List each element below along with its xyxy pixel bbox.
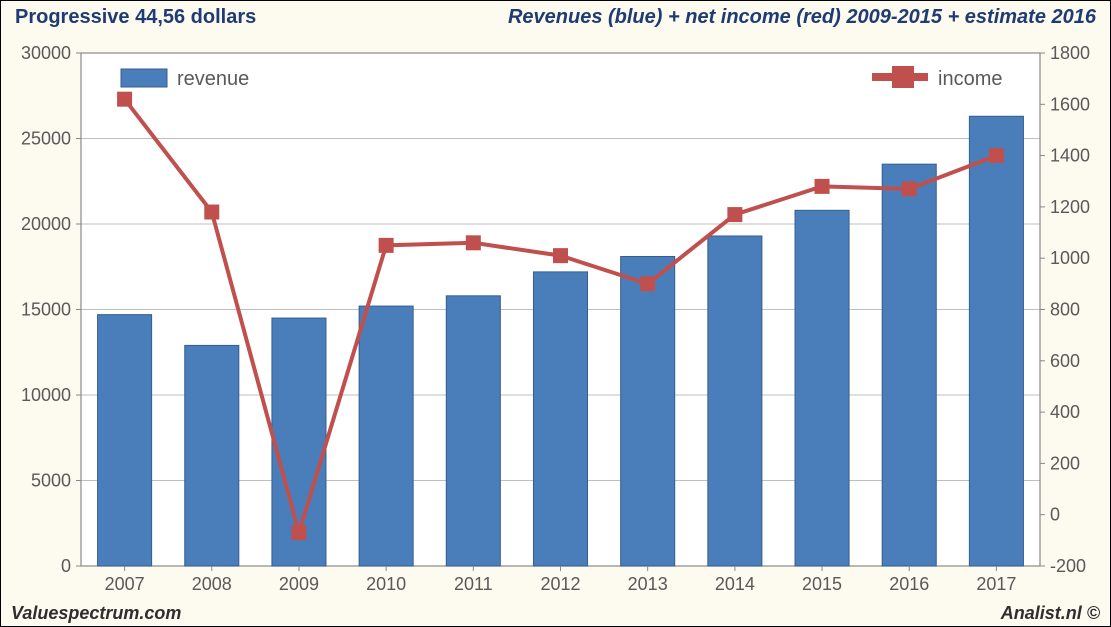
y-left-tick-label: 5000 <box>31 471 71 491</box>
legend-revenue-label: revenue <box>177 68 249 90</box>
legend-revenue-swatch <box>121 69 167 87</box>
revenue-bar <box>359 306 413 566</box>
x-tick-label: 2017 <box>976 574 1016 594</box>
revenue-bar <box>708 236 762 566</box>
legend-income-label: income <box>938 68 1002 90</box>
y-right-tick-label: 400 <box>1050 402 1080 422</box>
y-left-tick-label: 25000 <box>21 129 71 149</box>
x-tick-label: 2016 <box>889 574 929 594</box>
income-marker <box>641 277 655 291</box>
y-right-tick-label: -200 <box>1050 556 1086 576</box>
revenue-bar <box>98 315 152 566</box>
revenue-bar <box>446 296 500 566</box>
y-right-tick-label: 1800 <box>1050 43 1090 63</box>
revenue-bar <box>621 256 675 566</box>
x-tick-label: 2007 <box>105 574 145 594</box>
y-right-tick-label: 1400 <box>1050 146 1090 166</box>
income-marker <box>989 149 1003 163</box>
revenue-bar <box>969 116 1023 566</box>
revenue-bar <box>882 164 936 566</box>
title-row: Progressive 44,56 dollars Revenues (blue… <box>1 1 1110 31</box>
revenue-bar <box>795 210 849 566</box>
footer-row: Valuespectrum.com Analist.nl © <box>11 603 1100 624</box>
y-left-tick-label: 10000 <box>21 385 71 405</box>
income-marker <box>466 236 480 250</box>
income-marker <box>379 238 393 252</box>
y-right-tick-label: 0 <box>1050 505 1060 525</box>
chart-frame: Progressive 44,56 dollars Revenues (blue… <box>0 0 1111 627</box>
income-marker <box>902 182 916 196</box>
x-tick-label: 2015 <box>802 574 842 594</box>
x-tick-label: 2010 <box>366 574 406 594</box>
income-marker <box>815 179 829 193</box>
x-tick-label: 2013 <box>628 574 668 594</box>
x-tick-label: 2012 <box>540 574 580 594</box>
plot-area: 0 5000 10000 15000 20000 25000 30000 -200 0 200 40… <box>11 35 1100 600</box>
footer-right: Analist.nl © <box>1001 603 1100 624</box>
income-marker <box>292 526 306 540</box>
title-left: Progressive 44,56 dollars <box>15 6 256 29</box>
revenue-bar <box>533 272 587 566</box>
y-left-tick-label: 0 <box>61 556 71 576</box>
legend-income-marker <box>892 66 914 88</box>
income-marker <box>554 249 568 263</box>
y-right-tick-label: 1000 <box>1050 248 1090 268</box>
x-tick-label: 2008 <box>192 574 232 594</box>
x-tick-label: 2009 <box>279 574 319 594</box>
y-right-tick-label: 200 <box>1050 453 1080 473</box>
y-left-tick-label: 20000 <box>21 214 71 234</box>
x-tick-label: 2014 <box>715 574 755 594</box>
title-right: Revenues (blue) + net income (red) 2009-… <box>508 6 1096 29</box>
y-right-tick-label: 1600 <box>1050 94 1090 114</box>
y-right-tick-label: 800 <box>1050 300 1080 320</box>
income-marker <box>118 92 132 106</box>
x-tick-label: 2011 <box>454 574 493 594</box>
income-marker <box>728 208 742 222</box>
y-left-tick-label: 30000 <box>21 43 71 63</box>
chart-svg: 0 5000 10000 15000 20000 25000 30000 -200 0 200 40… <box>11 35 1100 600</box>
revenue-bar <box>185 345 239 566</box>
income-marker <box>205 205 219 219</box>
y-left-tick-label: 15000 <box>21 300 71 320</box>
y-right-tick-label: 600 <box>1050 351 1080 371</box>
y-right-tick-label: 1200 <box>1050 197 1090 217</box>
footer-left: Valuespectrum.com <box>11 603 181 624</box>
